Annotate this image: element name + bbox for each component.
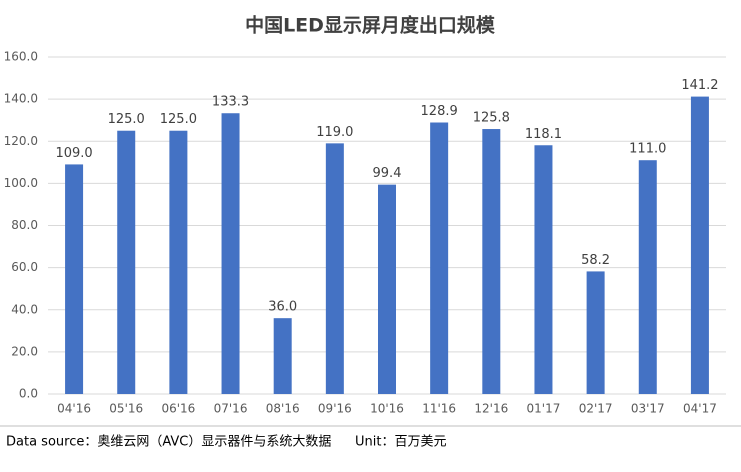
x-tick-label: 11'16	[422, 402, 456, 416]
bar	[117, 130, 136, 394]
x-tick-label: 01'17	[527, 402, 561, 416]
x-tick-label: 09'16	[318, 402, 352, 416]
value-label: 36.0	[268, 300, 297, 315]
source-note: Data source：奥维云网（AVC）显示器件与系统大数据	[6, 435, 331, 450]
value-label: 125.0	[108, 112, 145, 127]
bar	[65, 164, 84, 394]
value-label: 111.0	[629, 142, 666, 157]
value-label: 99.4	[373, 166, 402, 181]
y-tick-label: 20.0	[11, 344, 38, 358]
bar	[534, 145, 553, 394]
bar	[690, 96, 709, 394]
x-tick-label: 03'17	[631, 402, 665, 416]
value-label: 133.3	[212, 95, 249, 110]
x-tick-label: 08'16	[266, 402, 300, 416]
value-label: 119.0	[316, 125, 353, 140]
y-tick-label: 160.0	[4, 50, 38, 64]
x-tick-label: 04'17	[683, 402, 717, 416]
chart-title: 中国LED显示屏月度出口规模	[245, 14, 496, 37]
value-label: 58.2	[581, 253, 610, 268]
unit-note: Unit：百万美元	[355, 435, 446, 450]
x-tick-label: 02'17	[579, 402, 613, 416]
bar	[638, 160, 657, 394]
value-label: 125.8	[473, 111, 510, 126]
y-tick-label: 40.0	[11, 302, 38, 316]
value-label: 109.0	[55, 146, 92, 161]
bar	[482, 129, 501, 394]
y-tick-label: 80.0	[11, 218, 38, 232]
bar	[221, 113, 240, 394]
value-label: 128.9	[421, 104, 458, 119]
y-tick-label: 140.0	[4, 92, 38, 106]
bar	[586, 271, 605, 394]
value-label: 118.1	[525, 127, 562, 142]
y-tick-label: 60.0	[11, 260, 38, 274]
x-tick-label: 10'16	[370, 402, 404, 416]
x-tick-label: 05'16	[109, 402, 143, 416]
bar	[169, 130, 188, 394]
x-tick-label: 06'16	[161, 402, 195, 416]
x-tick-label: 04'16	[57, 402, 91, 416]
y-tick-label: 120.0	[4, 134, 38, 148]
x-tick-label: 12'16	[474, 402, 508, 416]
bar	[430, 122, 449, 395]
y-tick-label: 100.0	[4, 176, 38, 190]
y-tick-label: 0.0	[19, 387, 38, 401]
bar	[378, 184, 396, 394]
x-tick-label: 07'16	[214, 402, 248, 416]
value-label: 141.2	[681, 78, 718, 93]
bar	[325, 143, 344, 394]
value-label: 125.0	[160, 112, 197, 127]
bar	[273, 318, 292, 394]
